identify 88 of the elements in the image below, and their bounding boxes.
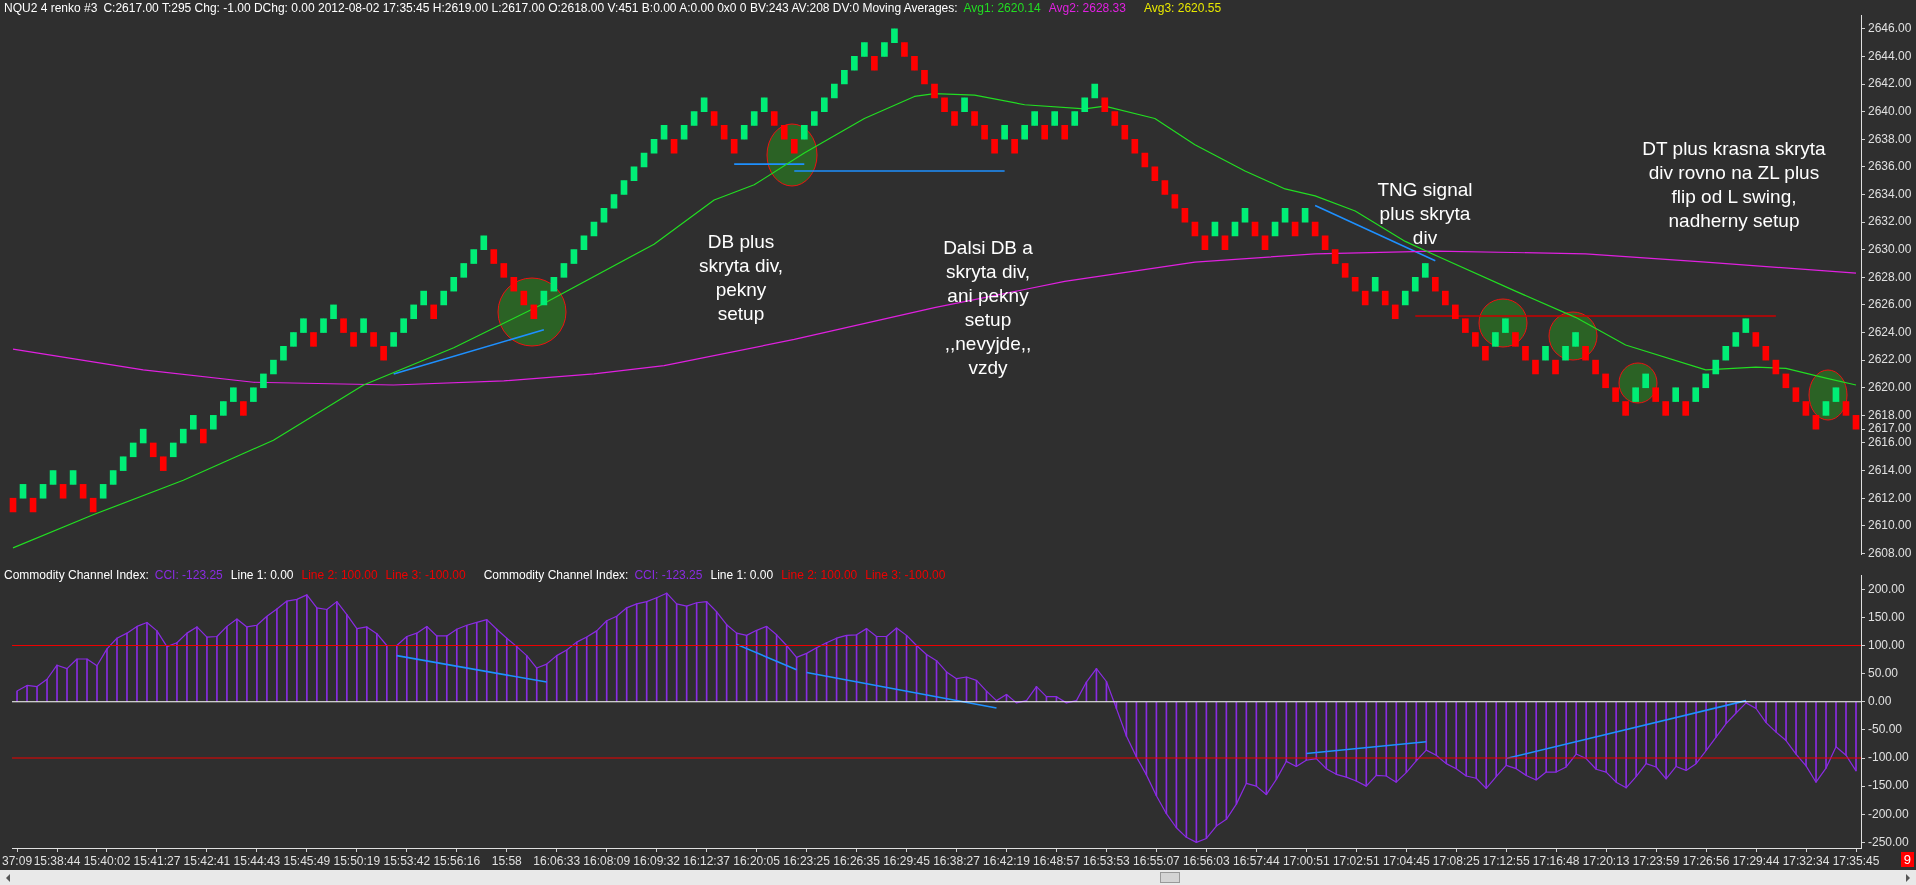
x-tick-label: 15:53:42 <box>383 853 431 868</box>
y-tick-label: 2632.00 <box>1868 214 1912 229</box>
chart-subtitle: C:2617.00 T:295 Chg: -1.00 DChg: 0.00 2012-08-02 17:35:45 H:2619.00 L:2617.00 O:2618.00 V:451 B:0.00 A:0.00 0x0 0 BV:243 AV:208 DV:0 Moving Averages: <box>103 1 958 15</box>
y-tick-label: 2626.00 <box>1868 297 1912 312</box>
y-tick-label: -100.00 <box>1868 750 1910 765</box>
y-tick-label: 2616.00 <box>1868 435 1912 450</box>
y-tick-label: 2620.00 <box>1868 380 1912 395</box>
x-tick-label: 16:56:03 <box>1183 853 1231 868</box>
y-tick-label: -50.00 <box>1868 722 1903 737</box>
x-tick-label: 16:57:44 <box>1232 853 1281 868</box>
x-tick-label: 17:00:51 <box>1282 853 1330 868</box>
y-tick-label: 2617.00 <box>1868 421 1912 436</box>
y-tick-label: 50.00 <box>1868 665 1899 680</box>
ref-line-label: Line 1: 0.00 <box>230 568 294 582</box>
x-tick-label: 17:08:25 <box>1432 853 1480 868</box>
y-tick-label: 0.00 <box>1868 694 1892 709</box>
chart-title: Commodity Channel Index: <box>483 568 629 582</box>
y-tick-label: -200.00 <box>1868 806 1910 821</box>
chart-title: Commodity Channel Index: <box>4 568 149 582</box>
x-tick-label: 16:06:33 <box>533 853 581 868</box>
x-tick-label: 17:12:55 <box>1482 853 1530 868</box>
annotation: DB plus skryta div, pekny setup <box>697 230 785 326</box>
text: Line 2: 100.00 <box>781 568 858 582</box>
x-tick-label: 16:12:37 <box>683 853 731 868</box>
x-tick-label: 17:04:45 <box>1382 853 1430 868</box>
text: Line 3: -100.00 <box>865 568 946 582</box>
y-tick-label: 2614.00 <box>1868 462 1912 477</box>
x-tick-label: 16:26:35 <box>833 853 881 868</box>
text: Avg2: 2628.33 <box>1048 1 1126 15</box>
x-tick-label: 37:09 <box>2 853 33 868</box>
y-tick-label: 2636.00 <box>1868 159 1912 174</box>
x-tick-label: 17:32:34 <box>1782 853 1830 868</box>
y-tick-label: -250.00 <box>1868 834 1910 849</box>
x-tick-label: 16:23:25 <box>783 853 831 868</box>
y-tick-label: 2624.00 <box>1868 324 1912 339</box>
x-tick-label: 16:42:19 <box>983 853 1031 868</box>
x-tick-label: 15:58 <box>491 853 523 868</box>
x-tick-label: 15:44:43 <box>233 853 281 868</box>
x-tick-label: 15:41:27 <box>133 853 181 868</box>
x-tick-label: 15:56:16 <box>433 853 481 868</box>
text: Avg3: 2620.55 <box>1143 1 1222 15</box>
x-tick-label: 16:38:27 <box>933 853 981 868</box>
text: CCI: -123.25 <box>154 568 223 582</box>
y-tick-label: 2630.00 <box>1868 242 1912 257</box>
y-tick-label: 2622.00 <box>1868 352 1912 367</box>
y-tick-label: 2628.00 <box>1868 269 1912 284</box>
x-tick-label: 17:35:45 <box>1832 853 1880 868</box>
y-tick-label: 2608.00 <box>1868 545 1912 560</box>
y-tick-label: 100.00 <box>1868 637 1906 652</box>
text: Avg1: 2620.14 <box>963 1 1041 15</box>
y-tick-label: 200.00 <box>1868 581 1906 596</box>
y-tick-label: 150.00 <box>1868 609 1906 624</box>
y-tick-label: 2644.00 <box>1868 48 1912 63</box>
x-tick-label: 16:48:57 <box>1033 853 1081 868</box>
ref-line-label: Line 2: 100.00 <box>301 568 378 582</box>
x-tick-label: 16:08:09 <box>583 853 631 868</box>
series-label: CCI: -123.25 <box>634 568 703 582</box>
x-tick-label: 17:23:59 <box>1632 853 1680 868</box>
y-tick-label: 2618.00 <box>1868 407 1912 422</box>
y-tick-label: 2642.00 <box>1868 76 1912 91</box>
chart-title: NQU2 4 renko #3 <box>4 1 98 15</box>
x-tick-label: 16:53:53 <box>1083 853 1131 868</box>
x-tick-label: 17:26:56 <box>1682 853 1730 868</box>
y-tick-label: 2612.00 <box>1868 490 1912 505</box>
x-tick-label: 16:55:07 <box>1133 853 1181 868</box>
y-tick-label: 2634.00 <box>1868 186 1912 201</box>
x-tick-label: 17:16:48 <box>1532 853 1580 868</box>
text: 9 <box>1900 852 1914 867</box>
y-tick-label: 2646.00 <box>1868 21 1912 36</box>
x-tick-label: 16:09:32 <box>633 853 681 868</box>
y-tick-label: 2638.00 <box>1868 131 1912 146</box>
x-tick-label: 15:40:02 <box>83 853 131 868</box>
x-tick-label: 16:20:05 <box>733 853 781 868</box>
x-tick-label: 17:02:51 <box>1332 853 1380 868</box>
ref-line-label: Line 3: -100.00 <box>385 568 466 582</box>
x-tick-label: 15:42:41 <box>183 853 231 868</box>
x-tick-label: 16:29:45 <box>883 853 931 868</box>
annotation: DT plus krasna skryta div rovno na ZL plus flip od L swing, nadherny setup <box>1641 137 1827 233</box>
x-tick-label: 17:20:13 <box>1582 853 1630 868</box>
y-tick-label: 2640.00 <box>1868 103 1912 118</box>
x-tick-label: 15:38:44 <box>33 853 81 868</box>
x-tick-label: 17:29:44 <box>1732 853 1780 868</box>
text: Line 1: 0.00 <box>710 568 774 582</box>
x-tick-label: 15:45:49 <box>283 853 331 868</box>
annotation: TNG signal plus skryta div <box>1376 178 1474 250</box>
y-tick-label: -150.00 <box>1868 778 1910 793</box>
y-tick-label: 2610.00 <box>1868 518 1912 533</box>
x-tick-label: 15:50:19 <box>333 853 381 868</box>
